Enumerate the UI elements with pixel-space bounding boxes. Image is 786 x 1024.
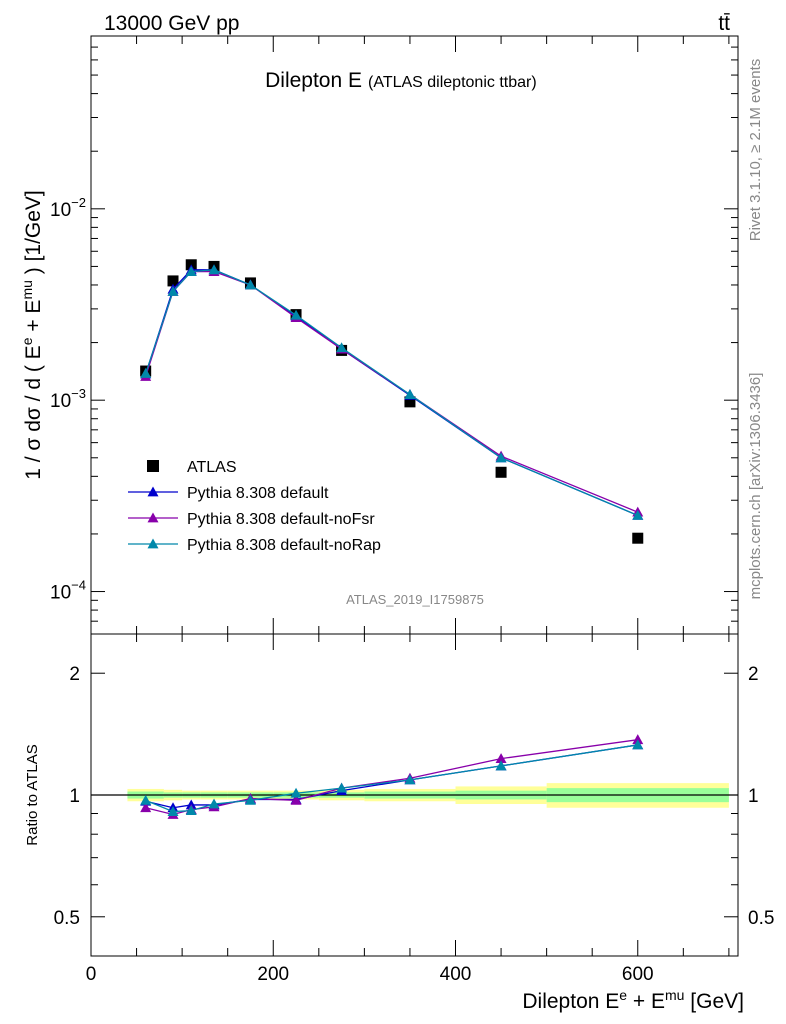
ratio-series-point-2	[185, 805, 197, 816]
ratio-series-point-2	[336, 782, 348, 793]
main-y-tick-base: 10	[50, 391, 71, 412]
legend-label: ATLAS	[187, 459, 237, 476]
legend-label: Pythia 8.308 default-noRap	[187, 537, 381, 554]
atlas-data-point	[167, 275, 179, 287]
x-tick-label: 600	[622, 964, 654, 985]
main-series-point-3	[208, 264, 220, 275]
main-y-label-part3: ) [1/GeV]	[22, 190, 45, 280]
x-axis-label: Dilepton Ee + Emu [GeV]	[522, 987, 744, 1013]
main-series-point-3	[404, 389, 416, 399]
ratio-panel: 0.5 0.5 1 1 2 2 0 200 400 600 Ratio to ATLAS Dile…	[24, 633, 774, 1013]
x-tick-label: 400	[440, 964, 472, 985]
chart-title: Dilepton E	[265, 69, 362, 92]
atlas-data-point	[495, 466, 507, 478]
ratio-series-point-1	[632, 734, 644, 745]
x-label-sup2: mu	[665, 987, 684, 1003]
main-series-point-3	[336, 342, 348, 353]
main-y-label-part1: 1 / σ dσ / d ( E	[22, 345, 45, 479]
atlas-data-point	[632, 532, 644, 544]
main-y-tick-label: 10−2	[50, 195, 86, 221]
ratio-series-line-2	[145, 744, 638, 813]
ratio-series-point-1	[140, 802, 152, 813]
main-y-tick-label: 10−3	[50, 386, 86, 412]
chart-subtitle: (ATLAS dileptonic ttbar)	[368, 74, 537, 91]
ratio-series-point-1	[290, 794, 302, 805]
ratio-series-group	[140, 734, 644, 819]
x-label-sup1: e	[619, 987, 627, 1003]
main-y-tick-exp: −3	[71, 386, 86, 401]
legend-label: Pythia 8.308 default	[187, 485, 329, 502]
legend-marker-atlas	[147, 460, 159, 472]
x-label-part2: + E	[627, 990, 665, 1013]
ratio-series-point-2	[140, 794, 152, 805]
main-series-point-3	[495, 452, 507, 463]
legend: ATLAS Pythia 8.308 default Pythia 8.308 de…	[128, 459, 381, 554]
main-y-tick-base: 10	[50, 200, 71, 221]
ratio-y-tick-label-left: 2	[69, 664, 80, 685]
main-series-point-3	[185, 266, 197, 276]
rivet-version-label: Rivet 3.1.10, ≥ 2.1M events	[747, 59, 764, 242]
main-series-group	[140, 259, 644, 544]
main-y-label-sup1: e	[19, 337, 35, 345]
main-series-point-3	[140, 367, 152, 378]
ratio-series-point-2	[495, 760, 507, 771]
ratio-series-line-1	[145, 739, 638, 816]
mcplots-label: mcplots.cern.ch [arXiv:1306.3436]	[747, 373, 764, 600]
ratio-series-point-2	[632, 739, 644, 750]
legend-label: Pythia 8.308 default-noFsr	[187, 511, 375, 528]
main-y-tick-base: 10	[50, 583, 71, 604]
x-label-part1: Dilepton E	[522, 990, 619, 1013]
ratio-series-point-2	[244, 794, 256, 805]
main-series-point-3	[290, 309, 302, 320]
x-tick-label: 0	[86, 964, 97, 985]
ratio-series-point-2	[167, 806, 179, 816]
main-y-label-sup2: mu	[19, 280, 35, 299]
main-y-tick-exp: −2	[71, 195, 86, 210]
ratio-series-point-2	[404, 774, 416, 785]
energy-label: 13000 GeV pp	[104, 12, 239, 35]
main-series-line-3	[145, 269, 639, 516]
analysis-watermark: ATLAS_2019_I1759875	[346, 592, 484, 607]
ratio-y-axis-label: Ratio to ATLAS	[24, 744, 41, 845]
main-y-tick-exp: −4	[71, 578, 86, 593]
ratio-y-tick-label-left: 0.5	[54, 908, 80, 929]
ratio-frame	[90, 633, 739, 957]
ratio-series-point-2	[290, 787, 302, 798]
main-y-label-part2: + E	[22, 300, 45, 338]
main-axis-ticks: 10−210−310−4	[50, 35, 738, 635]
legend-marker	[147, 486, 159, 497]
main-series-point-3	[244, 279, 256, 290]
process-label: tt̄	[718, 12, 730, 35]
ratio-y-tick-label-right: 1	[748, 786, 759, 807]
legend-marker	[147, 512, 159, 523]
x-tick-label: 200	[257, 964, 289, 985]
main-panel: 10−210−310−4 Dilepton E (ATLAS dileptoni…	[19, 35, 739, 635]
main-y-tick-label: 10−4	[50, 578, 86, 604]
main-series-point-3	[632, 509, 644, 520]
main-series-point-3	[167, 285, 179, 296]
ratio-y-tick-label-right: 2	[748, 664, 759, 685]
main-series-line-1	[145, 269, 639, 516]
ratio-y-tick-label-right: 0.5	[748, 908, 774, 929]
atlas-data-point	[404, 396, 416, 408]
x-label-part3: [GeV]	[684, 990, 744, 1013]
ratio-series-point-1	[495, 753, 507, 764]
legend-marker	[147, 538, 159, 549]
ratio-axis-ticks: 0.5 0.5 1 1 2 2 0 200 400 600	[54, 634, 774, 985]
ratio-y-tick-label-left: 1	[69, 786, 80, 807]
main-series-line-2	[145, 270, 639, 513]
main-y-axis-label: 1 / σ dσ / d ( Ee + Emu ) [1/GeV]	[19, 190, 45, 480]
ratio-series-point-2	[208, 798, 220, 809]
